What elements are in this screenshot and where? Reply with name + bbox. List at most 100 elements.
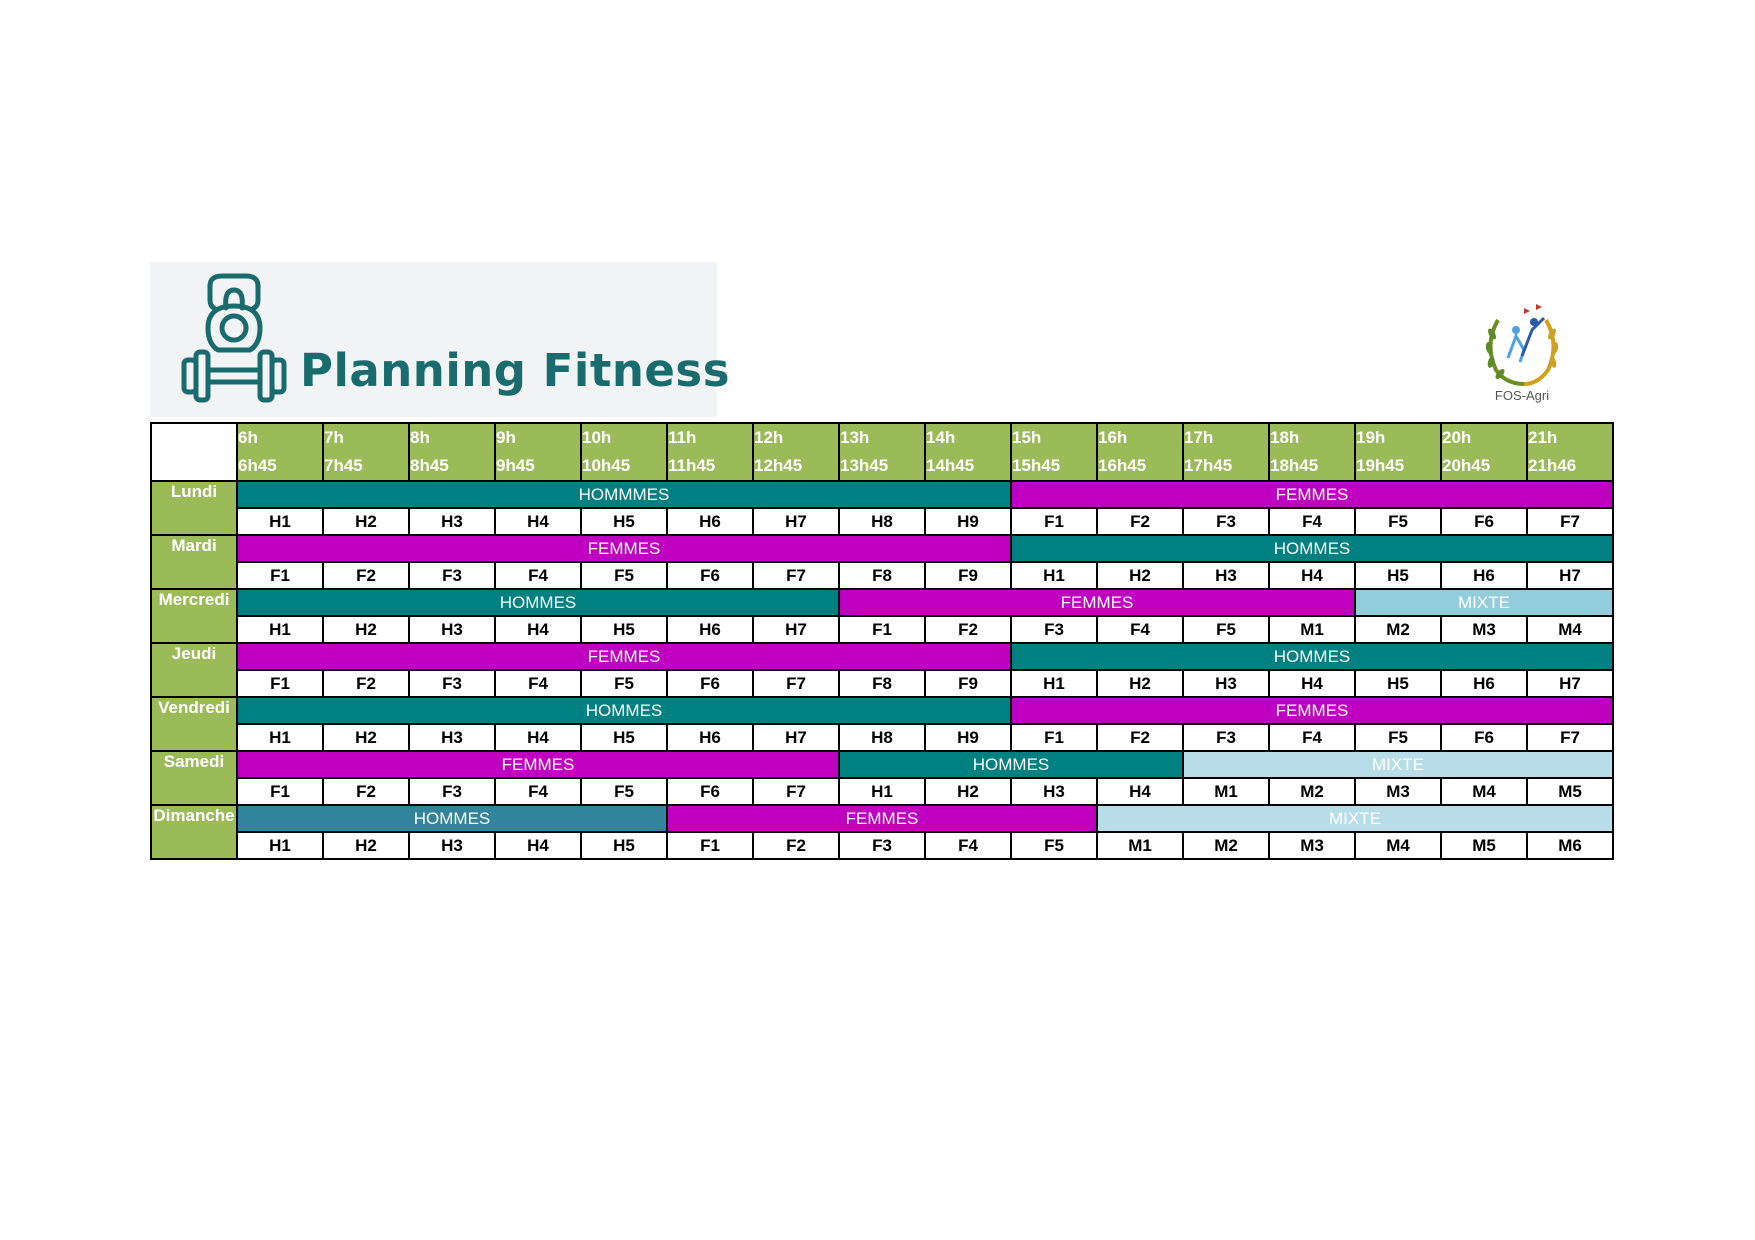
session-band-hommes: HOMMES: [1010, 534, 1614, 563]
slot-cell: H3: [1182, 669, 1270, 698]
hour-start: 17h: [1184, 428, 1214, 447]
day-slots-row: F1 F2 F3 F4 F5 F6 F7 F8 F9 H1 H2 H3 H4 H5 H6 H7: [151, 669, 1614, 698]
slot-cell: F2: [752, 831, 840, 860]
slot-cell: F3: [408, 561, 496, 590]
day-label: Dimanche: [150, 804, 238, 860]
session-band-mixte: MIXTE: [1354, 588, 1614, 617]
slot-cell: F2: [322, 777, 410, 806]
hour-header: 10h 10h45: [580, 422, 668, 482]
slot-cell: F3: [838, 831, 926, 860]
session-band-femmes: FEMMES: [236, 750, 840, 779]
hour-header: 20h 20h45: [1440, 422, 1528, 482]
day-band-row: Mardi FEMMES HOMMES: [150, 534, 1614, 590]
slot-cell: M2: [1182, 831, 1270, 860]
slot-cell: H8: [838, 723, 926, 752]
slot-cell: H5: [580, 831, 668, 860]
session-band-hommes: HOMMES: [1010, 642, 1614, 671]
slot-cell: F3: [1010, 615, 1098, 644]
day-band-row: Lundi HOMMMES FEMMES: [150, 480, 1614, 536]
hour-end: 9h45: [496, 456, 535, 475]
slot-cell: H7: [1526, 669, 1614, 698]
slot-cell: F6: [1440, 723, 1528, 752]
slot-cell: H1: [838, 777, 926, 806]
hour-end: 20h45: [1442, 456, 1491, 475]
slot-cell: H3: [408, 831, 496, 860]
slot-cell: F6: [666, 561, 754, 590]
slot-cell: H3: [408, 723, 496, 752]
hour-header: 12h 12h45: [752, 422, 840, 482]
slot-cell: H7: [752, 723, 840, 752]
slot-cell: H1: [236, 615, 324, 644]
session-band-hommes-sunday: HOMMES: [236, 804, 668, 833]
slot-cell: M3: [1354, 777, 1442, 806]
slot-cell: F3: [1182, 507, 1270, 536]
session-band-femmes: FEMMES: [1010, 696, 1614, 725]
slot-cell: H6: [666, 507, 754, 536]
slot-cell: M5: [1526, 777, 1614, 806]
hour-start: 15h: [1012, 428, 1042, 447]
day-band-row: Vendredi HOMMES FEMMES: [150, 696, 1614, 752]
slot-cell: F5: [1010, 831, 1098, 860]
hour-end: 17h45: [1184, 456, 1233, 475]
hour-header: 15h 15h45: [1010, 422, 1098, 482]
slot-cell: H4: [1268, 669, 1356, 698]
slot-cell: F2: [322, 669, 410, 698]
hour-end: 12h45: [754, 456, 803, 475]
slot-cell: F6: [1440, 507, 1528, 536]
hour-header: 16h 16h45: [1096, 422, 1184, 482]
slot-cell: F9: [924, 561, 1012, 590]
slot-cell: F5: [580, 561, 668, 590]
slot-cell: H3: [1182, 561, 1270, 590]
hour-end: 6h45: [238, 456, 277, 475]
day-slots-row: F1 F2 F3 F4 F5 F6 F7 H1 H2 H3 H4 M1 M2 M3 M4 M5: [151, 777, 1614, 806]
slot-cell: H7: [752, 615, 840, 644]
slot-cell: F4: [494, 669, 582, 698]
slot-cell: F8: [838, 561, 926, 590]
slot-cell: H4: [494, 615, 582, 644]
session-band-hommes: HOMMES: [236, 696, 1012, 725]
slot-cell: H1: [236, 507, 324, 536]
day-slots-row: H1 H2 H3 H4 H5 H6 H7 H8 H9 F1 F2 F3 F4 F5 F6 F7: [151, 723, 1614, 752]
slot-cell: F8: [838, 669, 926, 698]
slot-cell: F2: [1096, 723, 1184, 752]
hour-end: 13h45: [840, 456, 889, 475]
hours-header-row: 6h 6h45 7h 7h45 8h 8h45 9h 9h45 10h 10h45 11h 11h45…: [150, 422, 1614, 482]
slot-cell: M1: [1182, 777, 1270, 806]
day-band-row: Samedi FEMMES HOMMES MIXTE: [150, 750, 1614, 806]
hour-start: 9h: [496, 428, 516, 447]
slot-cell: H3: [1010, 777, 1098, 806]
fitness-schedule-table: 6h 6h45 7h 7h45 8h 8h45 9h 9h45 10h 10h45 11h 11h45…: [150, 422, 1614, 860]
slot-cell: H2: [322, 615, 410, 644]
slot-cell: H4: [494, 831, 582, 860]
slot-cell: F1: [838, 615, 926, 644]
slot-cell: F4: [1268, 723, 1356, 752]
slot-cell: H9: [924, 723, 1012, 752]
day-label: Vendredi: [150, 696, 238, 752]
slot-cell: F2: [924, 615, 1012, 644]
hour-start: 16h: [1098, 428, 1128, 447]
hour-start: 10h: [582, 428, 612, 447]
hour-start: 14h: [926, 428, 956, 447]
slot-cell: F7: [752, 777, 840, 806]
slot-cell: H5: [1354, 669, 1442, 698]
session-band-femmes: FEMMES: [838, 588, 1356, 617]
slot-cell: F1: [236, 561, 324, 590]
slot-cell: F1: [1010, 507, 1098, 536]
slot-cell: H6: [666, 723, 754, 752]
session-band-mixte-light: MIXTE: [1096, 804, 1614, 833]
session-band-femmes: FEMMES: [666, 804, 1098, 833]
hour-header: 8h 8h45: [408, 422, 496, 482]
slot-cell: F4: [494, 777, 582, 806]
slot-cell: H6: [666, 615, 754, 644]
slot-cell: F7: [1526, 723, 1614, 752]
slot-cell: F7: [752, 561, 840, 590]
session-band-mixte-light: MIXTE: [1182, 750, 1614, 779]
hour-header: 9h 9h45: [494, 422, 582, 482]
day-slots-row: F1 F2 F3 F4 F5 F6 F7 F8 F9 H1 H2 H3 H4 H5 H6 H7: [151, 561, 1614, 590]
slot-cell: M3: [1440, 615, 1528, 644]
slot-cell: H2: [924, 777, 1012, 806]
session-band-femmes: FEMMES: [236, 642, 1012, 671]
day-label: Mercredi: [150, 588, 238, 644]
slot-cell: F4: [924, 831, 1012, 860]
hour-start: 13h: [840, 428, 870, 447]
